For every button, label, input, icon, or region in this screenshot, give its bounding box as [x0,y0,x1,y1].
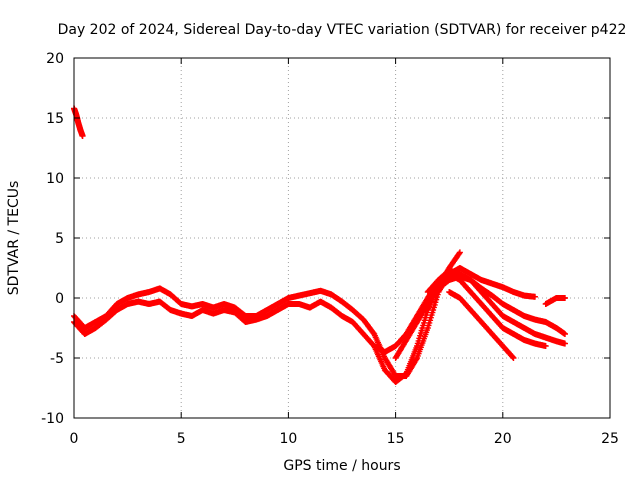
x-tick-label: 20 [494,431,512,447]
x-tick-label: 0 [70,431,79,447]
data-point [562,340,568,347]
y-tick-label: 5 [55,231,64,247]
data-point [562,331,568,337]
x-tick-label: 15 [387,431,405,447]
data-point [456,249,463,256]
series-arc-f [446,289,517,361]
data-point [562,295,568,301]
y-tick-label: 20 [46,51,64,67]
y-tick-label: 10 [46,171,64,187]
x-tick-label: 5 [177,431,186,447]
series-arc-b [71,249,463,385]
x-tick-label: 25 [601,431,619,447]
data-point [79,133,86,139]
x-axis-label: GPS time / hours [283,458,400,474]
tick-layer: 0 5 10 15 20 25 -10 -5 0 5 10 15 20 [41,51,619,447]
y-tick-label: 15 [46,111,64,127]
y-tick-label: 0 [55,291,64,307]
grid-layer [74,58,610,418]
y-axis-label: SDTVAR / TECUs [6,181,22,296]
y-tick-label: -5 [50,351,64,367]
series-arc-g [542,295,568,307]
chart-title: Day 202 of 2024, Sidereal Day-to-day VTE… [58,22,627,38]
series-arc-e [424,271,549,349]
series-layer [71,105,568,385]
data-point [510,355,517,361]
data-point [532,293,538,300]
x-tick-label: 10 [279,431,297,447]
y-tick-label: -10 [41,411,64,427]
data-point [542,343,549,349]
series-arc-early-high [71,105,86,139]
